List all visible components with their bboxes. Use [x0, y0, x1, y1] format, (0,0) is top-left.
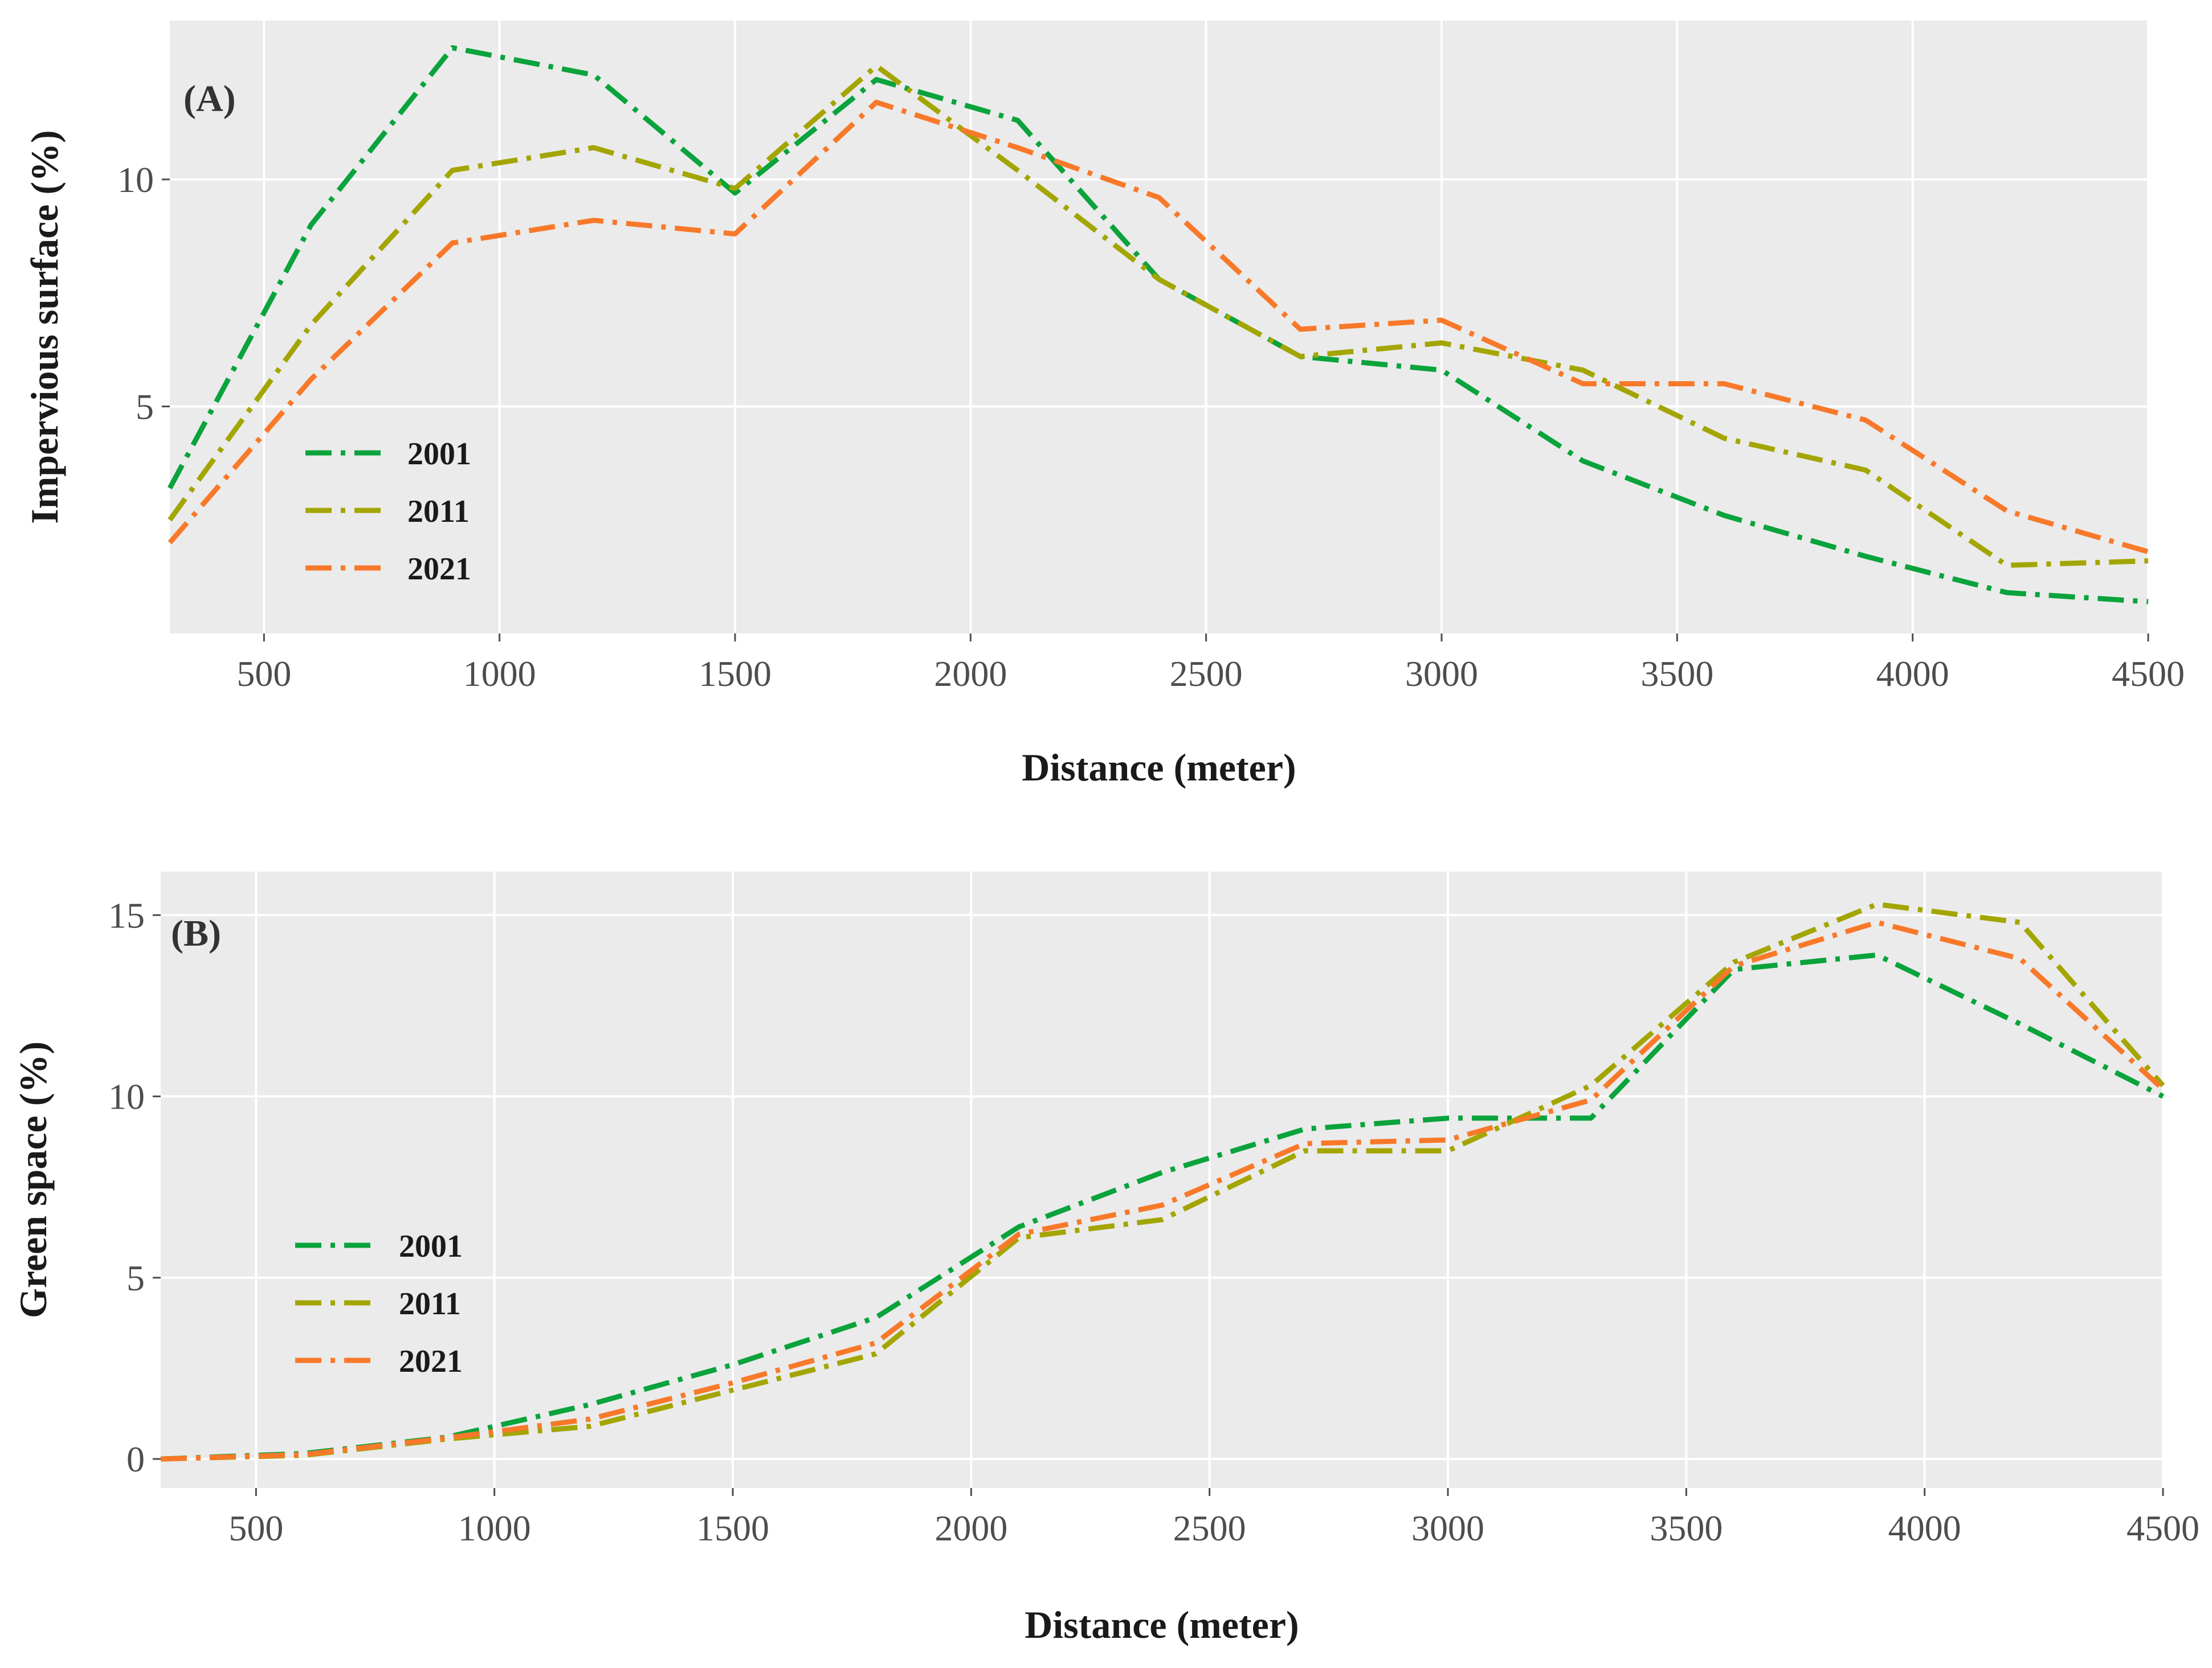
panel-b-green-space: 500 1000 1500 2000 2500 3000 3500 4000 4500 0 5 10…: [11, 872, 2199, 1646]
panel-b-tag: (B): [171, 913, 221, 954]
panel-b-x-tick-label: 4500: [2127, 1508, 2199, 1548]
panel-b-legend-label-2021: 2021: [399, 1344, 463, 1379]
panel-b-y-tick-label: 15: [108, 895, 145, 935]
panel-a-x-tick-label: 2000: [934, 653, 1007, 694]
panel-a-x-tick-label: 3500: [1640, 653, 1713, 694]
panel-a-legend-label-2001: 2001: [407, 436, 471, 472]
panel-a-tag: (A): [183, 78, 236, 120]
panel-a-y-tick-label: 5: [136, 386, 154, 427]
panel-b-x-tick-label: 500: [228, 1508, 283, 1548]
panel-b-x-tick-label: 2000: [934, 1508, 1007, 1548]
panel-b-y-axis-title: Green space (%): [11, 1041, 55, 1318]
panel-a-x-tick-label: 1500: [699, 653, 772, 694]
panel-a-series-2011-line: [168, 63, 2149, 568]
panel-a-plot-area: [170, 21, 2148, 633]
panel-b-x-tick-label: 3000: [1411, 1508, 1484, 1548]
panel-a-x-tick-label: 2500: [1170, 653, 1243, 694]
panel-b-legend-label-2011: 2011: [399, 1286, 461, 1322]
panel-a-legend-label-2011: 2011: [407, 494, 470, 529]
panel-a-legend-label-2021: 2021: [407, 551, 471, 587]
panel-b-series-2011-line: [160, 901, 2165, 1462]
panel-b-series-2001-line: [160, 952, 2165, 1462]
panel-a-x-tick-label: 500: [236, 653, 291, 694]
panel-b-legend-label-2001: 2001: [399, 1229, 463, 1264]
panel-a-y-tick-label: 10: [117, 160, 154, 200]
panel-b-x-tick-label: 2500: [1173, 1508, 1246, 1548]
panel-b-x-axis-title: Distance (meter): [1025, 1603, 1299, 1646]
panel-a-legend: 2001 2011 2021: [305, 436, 471, 587]
panel-a-y-axis-title: Impervious surface (%): [23, 130, 66, 524]
panel-b-x-tick-label: 1000: [458, 1508, 531, 1548]
panel-b-legend: 2001 2011 2021: [295, 1229, 463, 1379]
panel-a-x-axis-title: Distance (meter): [1022, 746, 1296, 789]
panel-a-x-tick-label: 4000: [1876, 653, 1949, 694]
panel-a-series-2021-line: [168, 100, 2149, 554]
panel-a-x-tick-label: 3000: [1405, 653, 1478, 694]
panel-a-x-tick-label: 1000: [463, 653, 536, 694]
panel-b-y-tick-label: 5: [126, 1258, 145, 1298]
panel-b-x-tick-label: 4000: [1888, 1508, 1961, 1548]
panel-b-series-2021-line: [160, 919, 2165, 1462]
panel-b-x-tick-label: 1500: [696, 1508, 769, 1548]
panel-b-plot-area: [161, 872, 2163, 1488]
panel-b-y-tick-label: 10: [108, 1077, 145, 1117]
panel-a-x-tick-label: 4500: [2112, 653, 2185, 694]
panel-b-y-tick-label: 0: [126, 1439, 145, 1479]
panel-a-impervious-surface: 500 1000 1500 2000 2500 3000 3500 4000 4500 510 …: [23, 21, 2185, 789]
panel-b-x-tick-label: 3500: [1650, 1508, 1723, 1548]
